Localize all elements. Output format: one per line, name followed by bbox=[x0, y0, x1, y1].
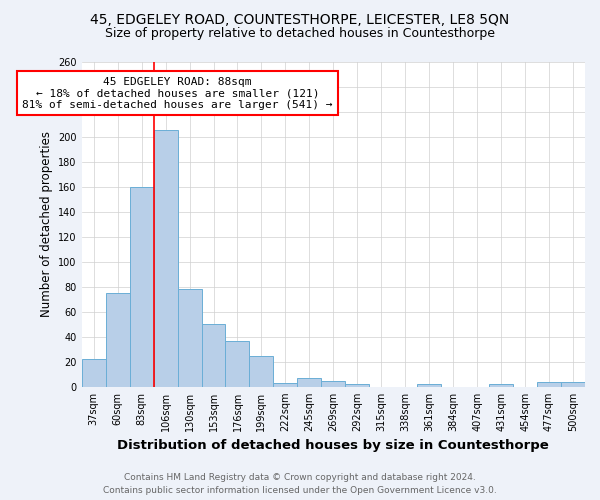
Bar bbox=[489, 384, 513, 387]
Bar bbox=[346, 384, 369, 387]
Bar bbox=[202, 324, 226, 387]
Bar bbox=[417, 384, 441, 387]
Bar bbox=[178, 289, 202, 387]
Bar bbox=[537, 382, 561, 387]
Text: Size of property relative to detached houses in Countesthorpe: Size of property relative to detached ho… bbox=[105, 28, 495, 40]
Text: 45 EDGELEY ROAD: 88sqm
← 18% of detached houses are smaller (121)
81% of semi-de: 45 EDGELEY ROAD: 88sqm ← 18% of detached… bbox=[22, 76, 333, 110]
Text: Contains HM Land Registry data © Crown copyright and database right 2024.
Contai: Contains HM Land Registry data © Crown c… bbox=[103, 473, 497, 495]
Bar bbox=[154, 130, 178, 387]
Bar bbox=[106, 293, 130, 387]
Bar bbox=[82, 360, 106, 387]
Bar bbox=[130, 186, 154, 387]
Y-axis label: Number of detached properties: Number of detached properties bbox=[40, 131, 53, 317]
Bar bbox=[250, 356, 274, 387]
Bar bbox=[322, 380, 346, 387]
Bar bbox=[274, 383, 298, 387]
Text: 45, EDGELEY ROAD, COUNTESTHORPE, LEICESTER, LE8 5QN: 45, EDGELEY ROAD, COUNTESTHORPE, LEICEST… bbox=[91, 12, 509, 26]
X-axis label: Distribution of detached houses by size in Countesthorpe: Distribution of detached houses by size … bbox=[118, 440, 549, 452]
Bar bbox=[298, 378, 322, 387]
Bar bbox=[561, 382, 585, 387]
Bar bbox=[226, 340, 250, 387]
